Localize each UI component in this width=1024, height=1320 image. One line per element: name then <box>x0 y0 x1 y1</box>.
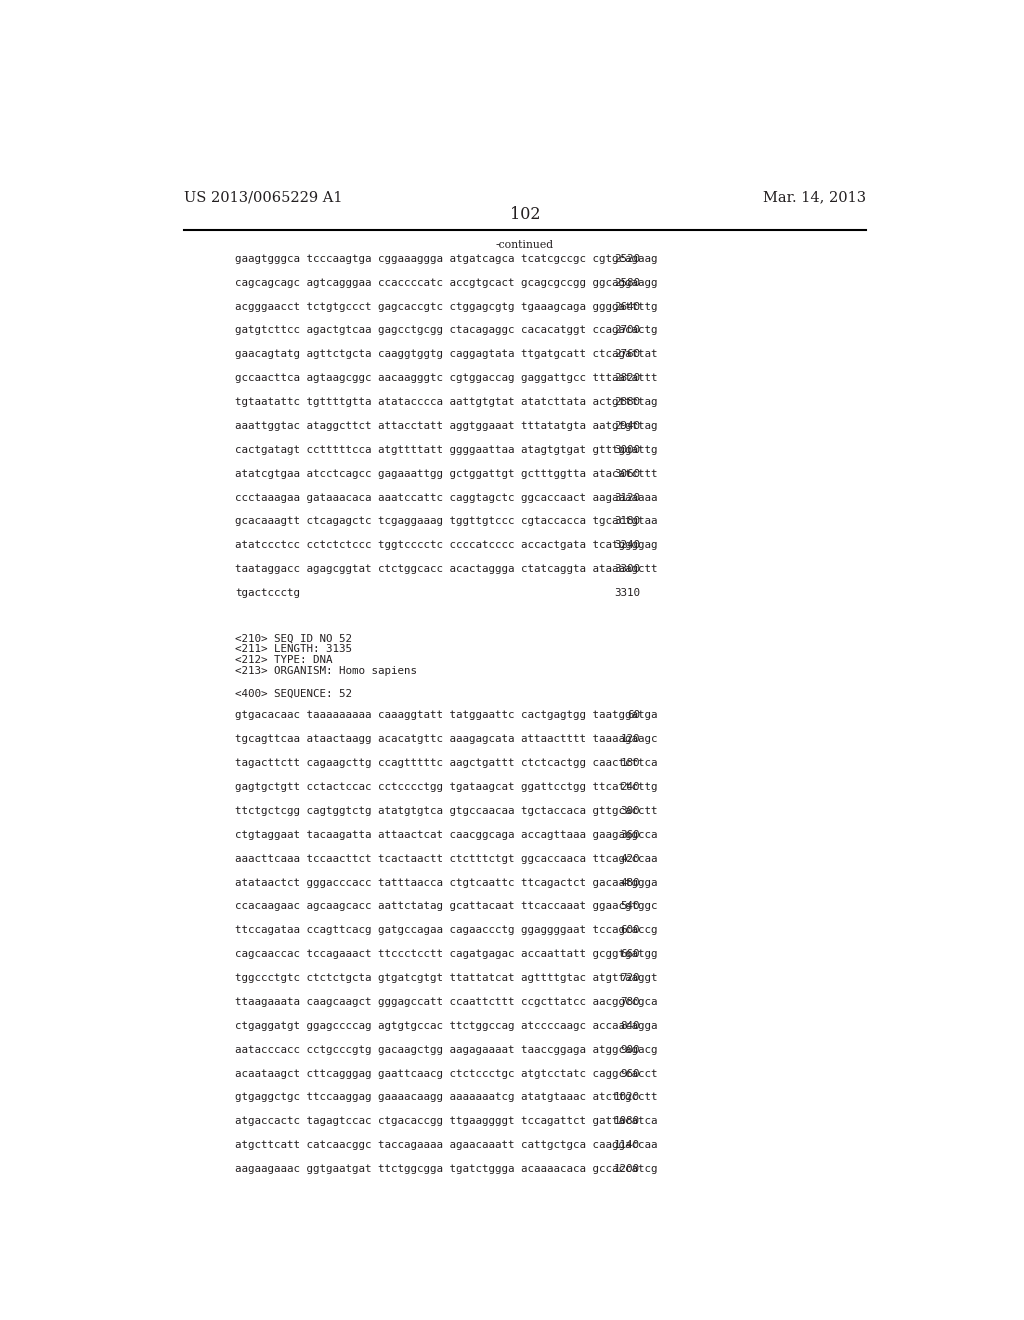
Text: 540: 540 <box>621 902 640 911</box>
Text: aagaagaaac ggtgaatgat ttctggcgga tgatctggga acaaaacaca gccaccatcg: aagaagaaac ggtgaatgat ttctggcgga tgatctg… <box>236 1164 657 1173</box>
Text: <400> SEQUENCE: 52: <400> SEQUENCE: 52 <box>236 689 352 698</box>
Text: tagacttctt cagaagcttg ccagtttttc aagctgattt ctctcactgg caactcttca: tagacttctt cagaagcttg ccagtttttc aagctga… <box>236 758 657 768</box>
Text: 420: 420 <box>621 854 640 863</box>
Text: ttctgctcgg cagtggtctg atatgtgtca gtgccaacaa tgctaccaca gttgcacctt: ttctgctcgg cagtggtctg atatgtgtca gtgccaa… <box>236 807 657 816</box>
Text: <211> LENGTH: 3135: <211> LENGTH: 3135 <box>236 644 352 655</box>
Text: tgactccctg: tgactccctg <box>236 589 300 598</box>
Text: 3060: 3060 <box>613 469 640 479</box>
Text: tgcagttcaa ataactaagg acacatgttc aaagagcata attaactttt taaaagaagc: tgcagttcaa ataactaagg acacatgttc aaagagc… <box>236 734 657 744</box>
Text: gaagtgggca tcccaagtga cggaaaggga atgatcagca tcatcgccgc cgtgcagaag: gaagtgggca tcccaagtga cggaaaggga atgatca… <box>236 253 657 264</box>
Text: 3120: 3120 <box>613 492 640 503</box>
Text: acgggaacct tctgtgccct gagcaccgtc ctggagcgtg tgaaagcaga ggggattttg: acgggaacct tctgtgccct gagcaccgtc ctggagc… <box>236 302 657 312</box>
Text: atatcgtgaa atcctcagcc gagaaattgg gctggattgt gctttggtta atacatcttt: atatcgtgaa atcctcagcc gagaaattgg gctggat… <box>236 469 657 479</box>
Text: 102: 102 <box>510 206 540 223</box>
Text: ccacaagaac agcaagcacc aattctatag gcattacaat ttcaccaaat ggaacgtggc: ccacaagaac agcaagcacc aattctatag gcattac… <box>236 902 657 911</box>
Text: aaattggtac ataggcttct attacctatt aggtggaaat tttatatgta aatgtgttag: aaattggtac ataggcttct attacctatt aggtgga… <box>236 421 657 430</box>
Text: gcacaaagtt ctcagagctc tcgaggaaag tggttgtccc cgtaccacca tgcactgtaa: gcacaaagtt ctcagagctc tcgaggaaag tggttgt… <box>236 516 657 527</box>
Text: gtgaggctgc ttccaaggag gaaaacaagg aaaaaaatcg atatgtaaac atcttgcctt: gtgaggctgc ttccaaggag gaaaacaagg aaaaaaa… <box>236 1093 657 1102</box>
Text: 120: 120 <box>621 734 640 744</box>
Text: 1140: 1140 <box>613 1140 640 1150</box>
Text: aatacccacc cctgcccgtg gacaagctgg aagagaaaat taaccggaga atggcagacg: aatacccacc cctgcccgtg gacaagctgg aagagaa… <box>236 1044 657 1055</box>
Text: 3000: 3000 <box>613 445 640 455</box>
Text: 1020: 1020 <box>613 1093 640 1102</box>
Text: ttaagaaata caagcaagct gggagccatt ccaattcttt ccgcttatcc aacggccgca: ttaagaaata caagcaagct gggagccatt ccaattc… <box>236 997 657 1007</box>
Text: Mar. 14, 2013: Mar. 14, 2013 <box>763 191 866 205</box>
Text: tggccctgtc ctctctgcta gtgatcgtgt ttattatcat agttttgtac atgttaaggt: tggccctgtc ctctctgcta gtgatcgtgt ttattat… <box>236 973 657 983</box>
Text: 1200: 1200 <box>613 1164 640 1173</box>
Text: 300: 300 <box>621 807 640 816</box>
Text: 960: 960 <box>621 1069 640 1078</box>
Text: 2880: 2880 <box>613 397 640 407</box>
Text: atatccctcc cctctctccc tggtcccctc ccccatcccc accactgata tcatggggag: atatccctcc cctctctccc tggtcccctc ccccatc… <box>236 540 657 550</box>
Text: 3300: 3300 <box>613 564 640 574</box>
Text: 60: 60 <box>627 710 640 721</box>
Text: 240: 240 <box>621 781 640 792</box>
Text: US 2013/0065229 A1: US 2013/0065229 A1 <box>183 191 342 205</box>
Text: cagcagcagc agtcagggaa ccaccccatc accgtgcact gcagcgccgg ggcaggaagg: cagcagcagc agtcagggaa ccaccccatc accgtgc… <box>236 277 657 288</box>
Text: -continued: -continued <box>496 240 554 249</box>
Text: 360: 360 <box>621 830 640 840</box>
Text: ttccagataa ccagttcacg gatgccagaa cagaaccctg ggaggggaat tccagcaccg: ttccagataa ccagttcacg gatgccagaa cagaacc… <box>236 925 657 936</box>
Text: gccaacttca agtaagcggc aacaagggtc cgtggaccag gaggattgcc tttaatattt: gccaacttca agtaagcggc aacaagggtc cgtggac… <box>236 374 657 383</box>
Text: <210> SEQ ID NO 52: <210> SEQ ID NO 52 <box>236 634 352 643</box>
Text: 660: 660 <box>621 949 640 960</box>
Text: gatgtcttcc agactgtcaa gagcctgcgg ctacagaggc cacacatggt ccagacactg: gatgtcttcc agactgtcaa gagcctgcgg ctacaga… <box>236 326 657 335</box>
Text: 2700: 2700 <box>613 326 640 335</box>
Text: 600: 600 <box>621 925 640 936</box>
Text: 2640: 2640 <box>613 302 640 312</box>
Text: 3310: 3310 <box>613 589 640 598</box>
Text: ctgaggatgt ggagccccag agtgtgccac ttctggccag atccccaagc accaacagga: ctgaggatgt ggagccccag agtgtgccac ttctggc… <box>236 1020 657 1031</box>
Text: 480: 480 <box>621 878 640 887</box>
Text: 3180: 3180 <box>613 516 640 527</box>
Text: 3240: 3240 <box>613 540 640 550</box>
Text: 1080: 1080 <box>613 1117 640 1126</box>
Text: atataactct gggacccacc tatttaacca ctgtcaattc ttcagactct gacaatggga: atataactct gggacccacc tatttaacca ctgtcaa… <box>236 878 657 887</box>
Text: 720: 720 <box>621 973 640 983</box>
Text: ctgtaggaat tacaagatta attaactcat caacggcaga accagttaaa gaagaggcca: ctgtaggaat tacaagatta attaactcat caacggc… <box>236 830 657 840</box>
Text: taataggacc agagcggtat ctctggcacc acactaggga ctatcaggta ataaaagctt: taataggacc agagcggtat ctctggcacc acactag… <box>236 564 657 574</box>
Text: atgcttcatt catcaacggc taccagaaaa agaacaaatt cattgctgca caaggaccaa: atgcttcatt catcaacggc taccagaaaa agaacaa… <box>236 1140 657 1150</box>
Text: 2820: 2820 <box>613 374 640 383</box>
Text: cagcaaccac tccagaaact ttccctcctt cagatgagac accaattatt gcggtgatgg: cagcaaccac tccagaaact ttccctcctt cagatga… <box>236 949 657 960</box>
Text: <212> TYPE: DNA: <212> TYPE: DNA <box>236 655 333 665</box>
Text: gtgacacaac taaaaaaaaa caaaggtatt tatggaattc cactgagtgg taatggatga: gtgacacaac taaaaaaaaa caaaggtatt tatggaa… <box>236 710 657 721</box>
Text: 2760: 2760 <box>613 350 640 359</box>
Text: gagtgctgtt cctactccac cctcccctgg tgataagcat ggattcctgg ttcattcttg: gagtgctgtt cctactccac cctcccctgg tgataag… <box>236 781 657 792</box>
Text: 2520: 2520 <box>613 253 640 264</box>
Text: 840: 840 <box>621 1020 640 1031</box>
Text: ccctaaagaa gataaacaca aaatccattc caggtagctc ggcaccaact aagaaaaaaa: ccctaaagaa gataaacaca aaatccattc caggtag… <box>236 492 657 503</box>
Text: 900: 900 <box>621 1044 640 1055</box>
Text: acaataagct cttcagggag gaattcaacg ctctccctgc atgtcctatc caggccacct: acaataagct cttcagggag gaattcaacg ctctccc… <box>236 1069 657 1078</box>
Text: 2580: 2580 <box>613 277 640 288</box>
Text: 180: 180 <box>621 758 640 768</box>
Text: atgaccactc tagagtccac ctgacaccgg ttgaaggggt tccagattct gattacatca: atgaccactc tagagtccac ctgacaccgg ttgaagg… <box>236 1117 657 1126</box>
Text: 780: 780 <box>621 997 640 1007</box>
Text: gaacagtatg agttctgcta caaggtggtg caggagtata ttgatgcatt ctcagattat: gaacagtatg agttctgcta caaggtggtg caggagt… <box>236 350 657 359</box>
Text: <213> ORGANISM: Homo sapiens: <213> ORGANISM: Homo sapiens <box>236 665 417 676</box>
Text: cactgatagt cctttttcca atgttttatt ggggaattaa atagtgtgat gtttggattg: cactgatagt cctttttcca atgttttatt ggggaat… <box>236 445 657 455</box>
Text: tgtaatattc tgttttgtta atatacccca aattgtgtat atatcttata actgttttag: tgtaatattc tgttttgtta atatacccca aattgtg… <box>236 397 657 407</box>
Text: 2940: 2940 <box>613 421 640 430</box>
Text: aaacttcaaa tccaacttct tcactaactt ctctttctgt ggcaccaaca ttcagcccaa: aaacttcaaa tccaacttct tcactaactt ctctttc… <box>236 854 657 863</box>
